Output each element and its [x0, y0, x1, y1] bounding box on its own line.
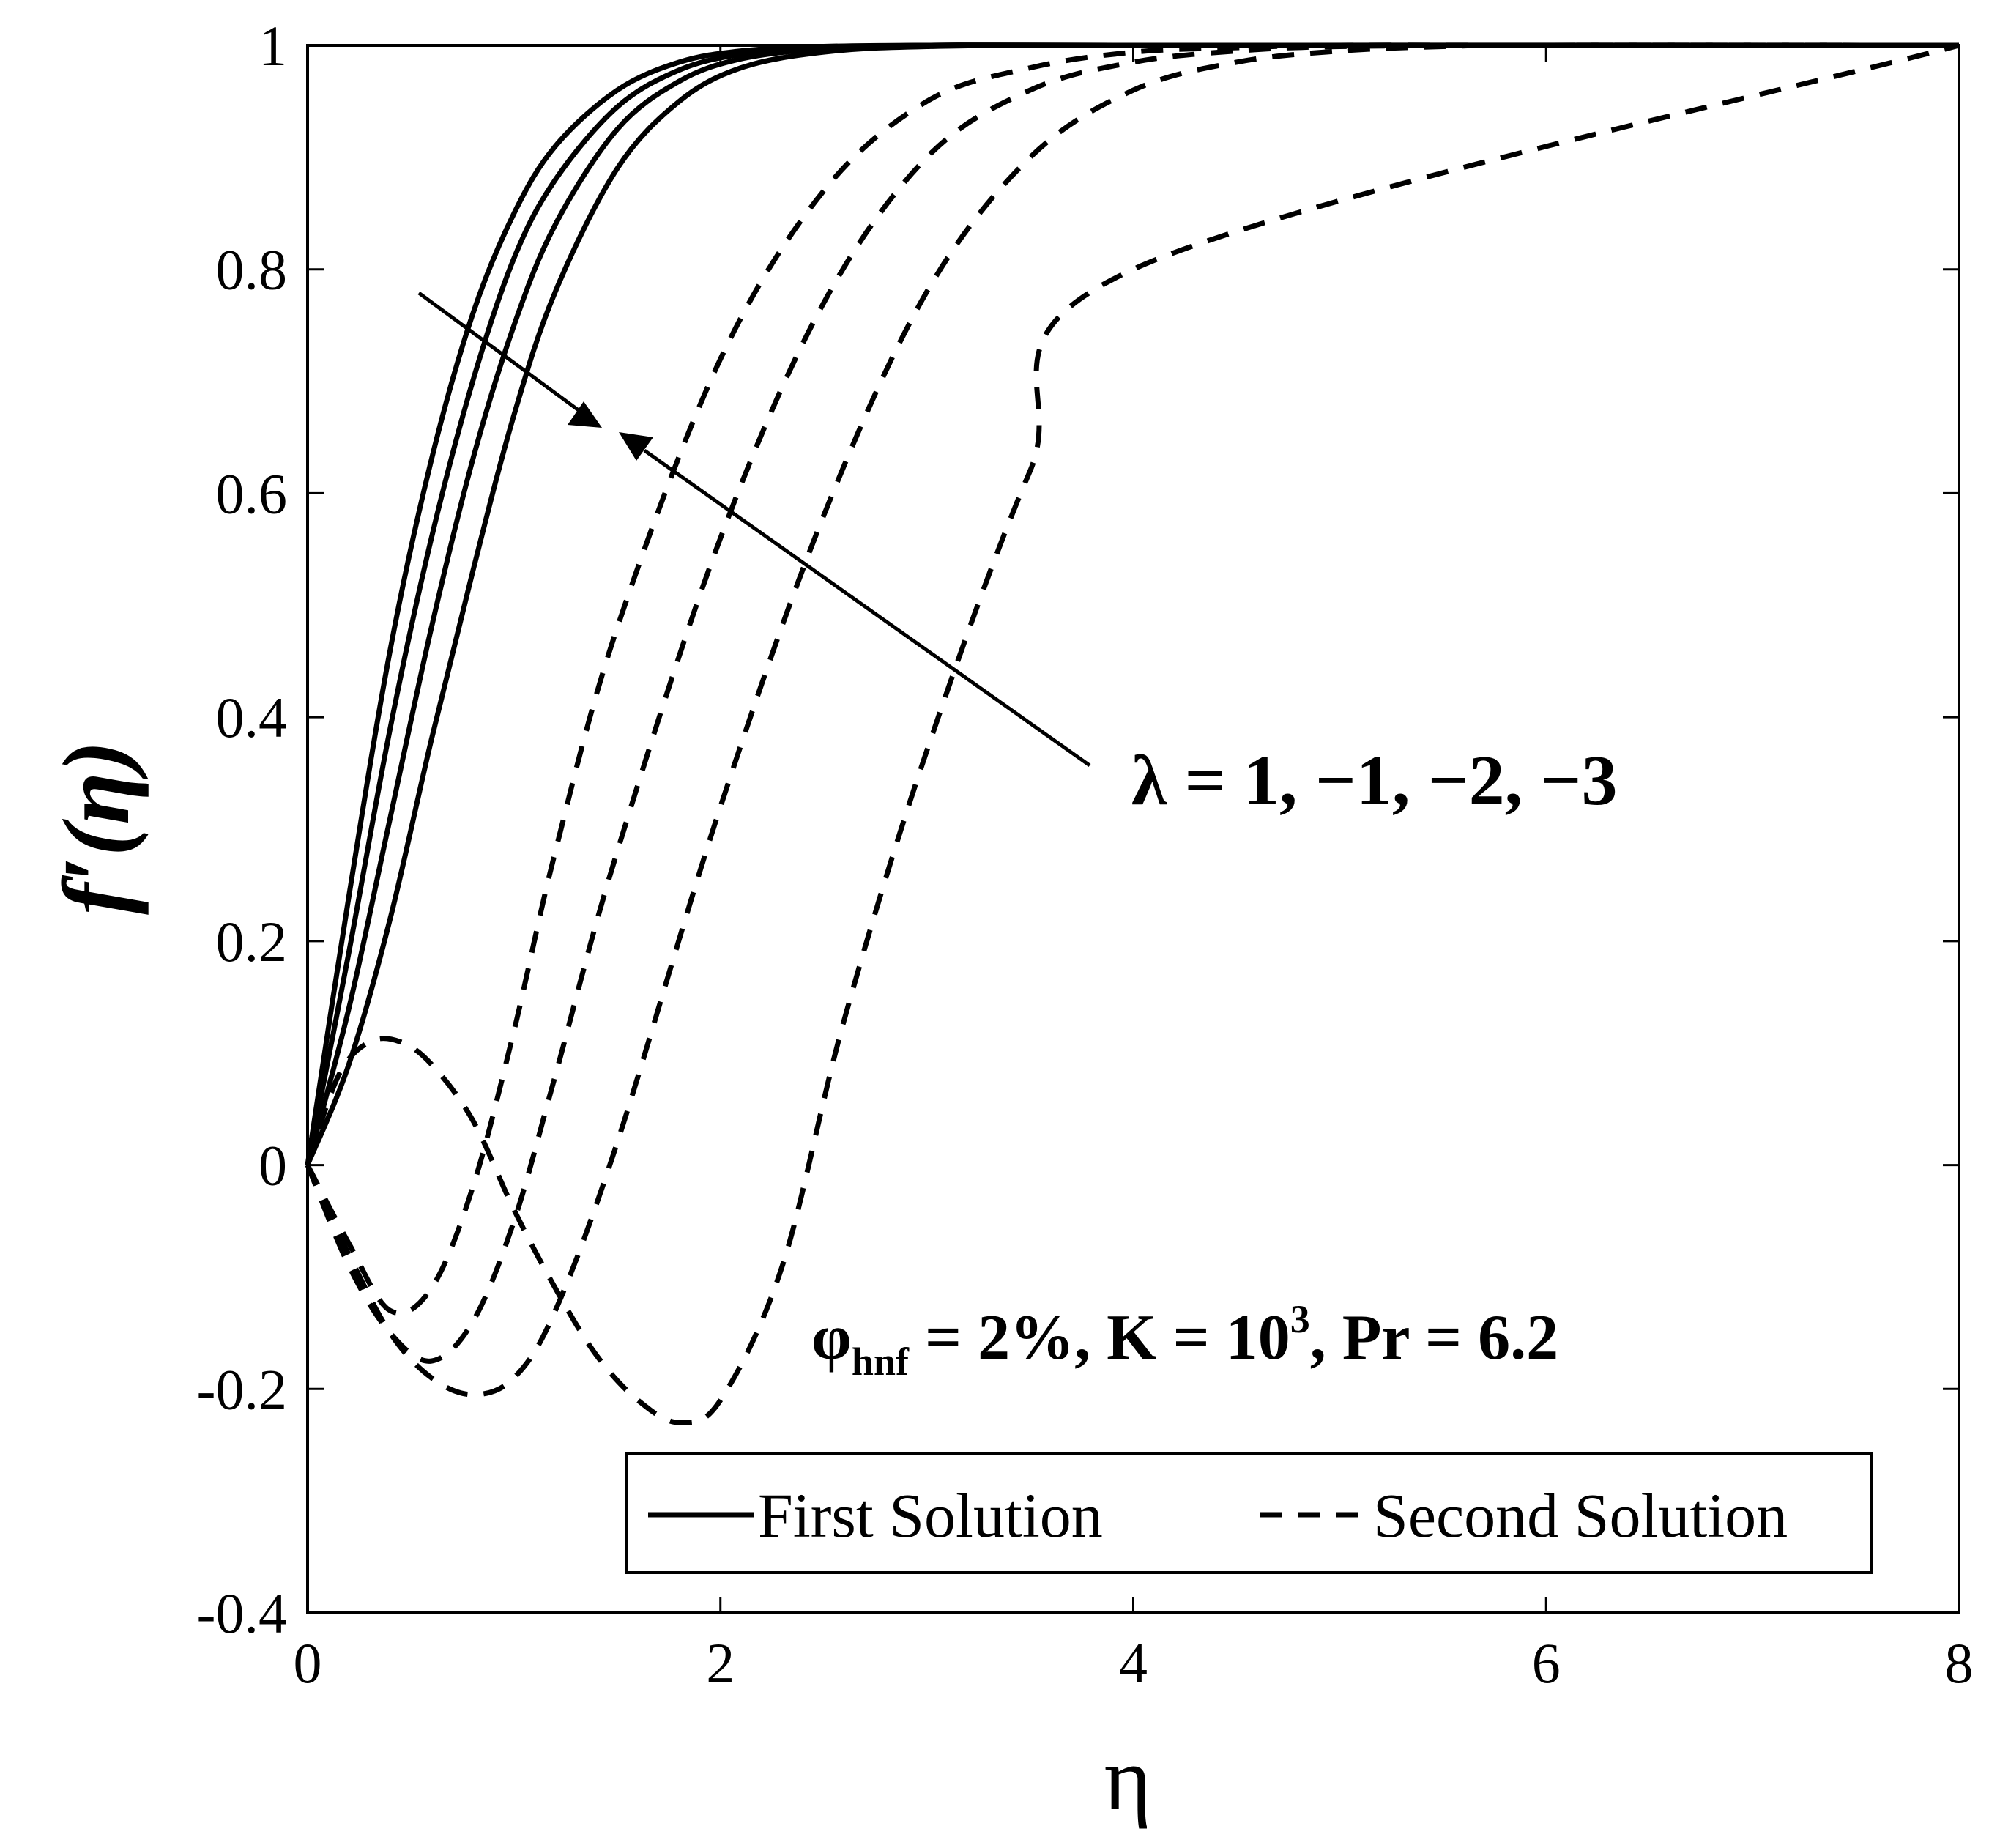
plot-frame [306, 44, 1960, 1614]
y-tick-label: -0.2 [197, 1357, 287, 1421]
x-tick-label: 0 [294, 1631, 322, 1695]
y-tick-label: 1 [259, 14, 287, 78]
annotation-arrows [417, 291, 1091, 768]
second-solution-line-6 [305, 42, 1960, 1398]
x-tick-label: 4 [1119, 1631, 1148, 1695]
y-tick-label: 0 [259, 1134, 287, 1198]
y-tick-label: 0.6 [216, 461, 288, 525]
second-solution-line-5 [305, 42, 1960, 1425]
y-tick-label: 0.4 [216, 686, 288, 749]
axis-ticks [306, 44, 1960, 1614]
y-tick-label: 0.8 [216, 238, 288, 302]
legend-box [625, 1452, 1873, 1574]
y-tick-labels: -0.4 -0.2 0 0.2 0.4 0.6 0.8 1 [197, 14, 287, 1645]
x-tick-label: 6 [1532, 1631, 1561, 1695]
legend-label-first: First Solution [758, 1480, 1103, 1551]
x-axis-title: η [1104, 1729, 1152, 1829]
first-solution-line-3 [305, 42, 1959, 1166]
arrow-head-upper [568, 401, 602, 428]
first-solution-line-4 [305, 42, 1960, 1166]
y-tick-label: 0.2 [216, 910, 288, 973]
arrow-head-lower [619, 432, 653, 461]
second-solution-line-8 [305, 42, 1959, 1316]
y-axis-title: f′(η) [44, 741, 149, 915]
arrow-line-upper [417, 291, 580, 412]
second-solution-line-7 [305, 42, 1960, 1364]
first-solution-line-2 [305, 42, 1959, 1166]
lambda-annotation: λ = 1, −1, −2, −3 [1131, 741, 1618, 820]
first-solution-line-1 [305, 42, 1959, 1166]
series-layer [305, 42, 1960, 1425]
x-tick-label: 2 [706, 1631, 735, 1695]
parameter-annotation: φhnf = 2%, K = 103, Pr = 6.2 [811, 1297, 1558, 1384]
legend: First Solution Second Solution [625, 1452, 1873, 1574]
y-tick-label: -0.4 [197, 1581, 287, 1645]
arrow-line-lower [643, 448, 1091, 768]
legend-label-second: Second Solution [1373, 1480, 1788, 1551]
x-tick-labels: 0 2 4 6 8 [294, 1631, 1974, 1695]
x-tick-label: 8 [1945, 1631, 1974, 1695]
